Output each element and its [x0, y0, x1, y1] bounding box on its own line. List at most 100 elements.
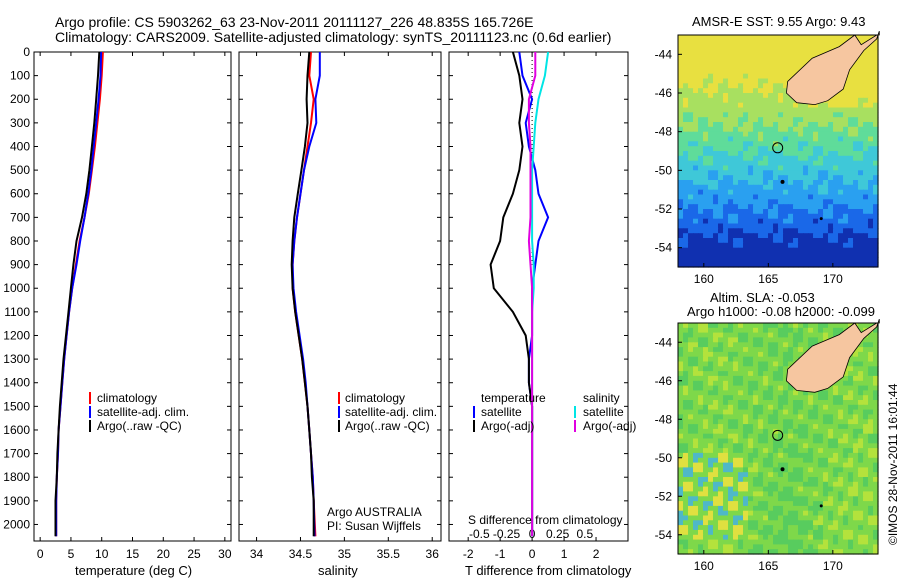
sla-map-cell: [773, 371, 779, 377]
sst-map-cell: [703, 35, 709, 41]
sla-map-cell: [703, 404, 709, 411]
panel-frame-sal: [238, 51, 442, 542]
sst-map-cell: [803, 131, 809, 138]
sla-map-cell: [833, 409, 839, 415]
sst-map-cell: [868, 83, 874, 89]
sst-map-cell: [783, 175, 789, 181]
sla-map-cell: [708, 510, 714, 517]
sst-map-cell: [803, 247, 809, 254]
sst-map-cell: [708, 88, 714, 94]
sst-map-cell: [738, 189, 744, 196]
sst-map-cell: [828, 218, 834, 225]
sla-map-cell: [728, 549, 734, 555]
sst-map-cell: [828, 126, 834, 133]
sla-map-cell: [813, 414, 819, 420]
sst-map-cell: [828, 117, 834, 123]
sla-map-cell: [778, 409, 784, 415]
sla-map-cell: [723, 371, 729, 377]
sla-map-cell: [823, 549, 829, 555]
sla-map-cell: [743, 457, 749, 464]
sla-map-cell: [783, 481, 789, 488]
sst-map-cell: [873, 218, 879, 225]
sla-map-cell: [828, 404, 834, 411]
sst-map-cell: [828, 204, 834, 210]
sst-map-cell: [753, 199, 759, 205]
sla-map-cell: [688, 375, 694, 382]
sla-map-cell: [778, 414, 784, 420]
sst-map-cell: [678, 35, 684, 41]
sla-map-cell: [848, 404, 854, 411]
sst-map-cell: [853, 184, 859, 191]
sla-map-cell: [788, 428, 794, 435]
sst-map-cell: [843, 97, 849, 104]
sla-map-cell: [853, 491, 859, 497]
sla-map-cell: [718, 520, 724, 526]
sst-map-cell: [808, 238, 814, 244]
sst-map-cell: [753, 97, 759, 104]
sla-map-cell: [833, 443, 839, 449]
sla-map-cell: [768, 390, 774, 396]
sst-map-cell: [688, 54, 694, 60]
legend-climatology-sal: climatology: [345, 391, 406, 405]
sst-map-cell: [703, 64, 709, 70]
sla-map-cell: [868, 467, 874, 473]
sla-map-cell: [808, 510, 814, 517]
sst-map-cell: [833, 262, 839, 268]
sla-map-cell: [838, 419, 844, 425]
sla-map-cell: [848, 419, 854, 425]
sst-map-cell: [848, 170, 854, 176]
sla-map-cell: [778, 419, 784, 425]
sla-map-cell: [728, 428, 734, 435]
sst-map-cell: [768, 59, 774, 65]
sst-map-cell: [698, 238, 704, 244]
sla-map-cell: [773, 472, 779, 478]
depth-tick-label: 800: [10, 234, 30, 248]
sst-map-cell: [743, 228, 749, 234]
sla-map-cell: [758, 515, 764, 521]
sla-map-cell: [818, 409, 824, 415]
sla-map-cell: [863, 361, 869, 367]
sla-map-cell: [733, 525, 739, 531]
sla-map-cell: [848, 375, 854, 382]
sst-map-cell: [703, 117, 709, 123]
sla-map-cell: [748, 452, 754, 459]
sst-map-cell: [753, 155, 759, 162]
sla-map-cell: [868, 395, 874, 401]
sla-map-cell: [763, 438, 769, 444]
sla-map-cell: [808, 486, 814, 492]
sla-map-cell: [693, 515, 699, 521]
sla-map-cell: [758, 477, 764, 483]
sla-map-cell: [773, 496, 779, 502]
sla-map-cell: [773, 510, 779, 517]
sla-map-cell: [698, 419, 704, 425]
sst-map-cell: [693, 102, 699, 109]
sla-map-cell: [788, 332, 794, 338]
sla-map-cell: [728, 457, 734, 464]
sla-map-cell: [818, 448, 824, 454]
sst-map-cell: [733, 44, 739, 51]
sst-map-cell: [858, 68, 864, 75]
sst-map-cell: [793, 54, 799, 60]
sst-map-cell: [873, 117, 879, 123]
sst-map-cell: [748, 102, 754, 109]
sst-map-cell: [833, 146, 839, 152]
sla-map-cell: [678, 414, 684, 420]
sst-map-cell: [743, 117, 749, 123]
sla-map-cell: [713, 549, 719, 555]
sst-map-cell: [688, 117, 694, 123]
sla-map-cell: [838, 501, 844, 507]
sla-map-cell: [688, 520, 694, 526]
sla-map-cell: [678, 342, 684, 348]
sla-map-cell: [833, 332, 839, 338]
sst-map-cell: [768, 189, 774, 196]
sla-map-cell: [683, 395, 689, 401]
sla-map-cell: [868, 443, 874, 449]
sst-map-cell: [833, 199, 839, 205]
sst-map-cell: [868, 117, 874, 123]
sla-map-cell: [758, 332, 764, 338]
sla-map-cell: [763, 496, 769, 502]
sst-map-cell: [713, 131, 719, 138]
sla-map-cell: [758, 501, 764, 507]
sla-map-cell: [843, 525, 849, 531]
sla-map-cell: [778, 375, 784, 382]
